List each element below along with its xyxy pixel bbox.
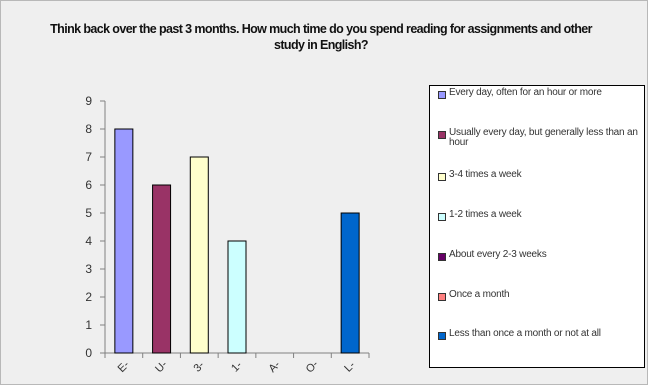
legend-entry: Less than once a month or not at all [438, 329, 643, 340]
y-tick-label: 8 [85, 122, 92, 136]
x-tick-label: E- [116, 359, 133, 376]
legend-entry: 1-2 times a week [438, 210, 643, 221]
bar-3 [189, 156, 209, 354]
legend-swatch [438, 332, 446, 340]
legend-label: Every day, often for an hour or more [449, 87, 602, 98]
legend-swatch [438, 253, 446, 261]
chart-title: Think back over the past 3 months. How m… [50, 22, 592, 52]
y-tick-label: 0 [85, 346, 92, 360]
legend-label: 1-2 times a week [449, 209, 522, 220]
x-tick-label: O- [304, 358, 321, 375]
legend-swatch [438, 131, 446, 139]
y-tick-label: 6 [85, 178, 92, 192]
legend: Every day, often for an hour or more Usua… [429, 85, 645, 368]
legend-label: Less than once a month or not at all [449, 328, 601, 339]
legend-label: Once a month [449, 289, 510, 300]
y-tick-label: 2 [85, 290, 92, 304]
legend-entry: Once a month [438, 290, 643, 301]
y-tick-label: 5 [85, 206, 92, 220]
y-tick-label: 3 [85, 262, 92, 276]
legend-entry: About every 2-3 weeks [438, 250, 643, 261]
legend-entry: Every day, often for an hour or more [438, 88, 643, 99]
legend-swatch [438, 173, 446, 181]
y-tick-label: 1 [85, 318, 92, 332]
y-tick-label: 4 [85, 234, 92, 248]
legend-entry: 3-4 times a week [438, 170, 643, 181]
legend-label: About every 2-3 weeks [449, 249, 547, 260]
legend-label: Usually every day, but generally less th… [449, 127, 638, 148]
legend-swatch [438, 91, 446, 99]
bar-1 [227, 240, 247, 354]
legend-label: 3-4 times a week [449, 169, 522, 180]
legend-swatch [438, 213, 446, 221]
legend-swatch [438, 293, 446, 301]
bar-l [340, 212, 360, 354]
x-tick-label: 3- [191, 359, 207, 375]
x-tick-label: U- [153, 358, 170, 375]
y-tick-label: 7 [85, 150, 92, 164]
x-tick-label: A- [266, 359, 283, 376]
x-tick-label: 1- [229, 359, 245, 375]
bar-e [114, 128, 134, 354]
y-tick-label: 9 [85, 94, 92, 108]
bar-u [152, 184, 172, 354]
bars [114, 128, 360, 354]
x-tick-label: L- [342, 359, 358, 375]
legend-entry: Usually every day, but generally less th… [438, 128, 643, 148]
